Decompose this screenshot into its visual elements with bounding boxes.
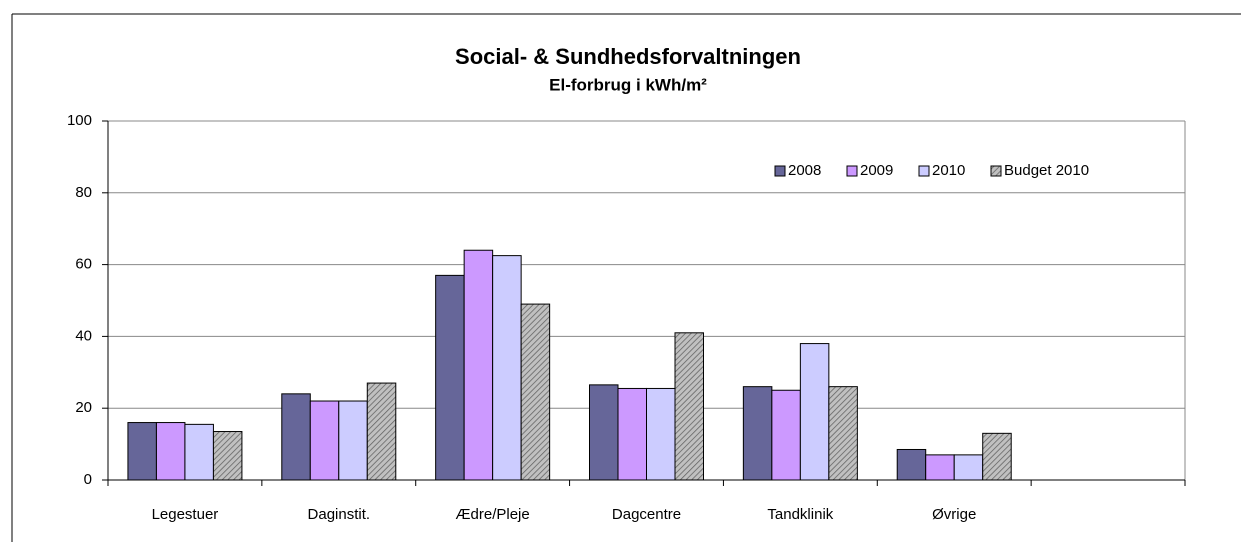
y-tick-label: 0 xyxy=(84,471,92,488)
bar xyxy=(155,422,186,481)
chart-title: Social- & Sundhedsforvaltningen xyxy=(455,44,801,69)
bar xyxy=(127,422,157,481)
bar xyxy=(617,387,647,481)
legend-label: 2008 xyxy=(788,162,821,179)
bar xyxy=(338,400,368,481)
x-tick-label: Øvrige xyxy=(932,506,976,523)
y-tick-label: 60 xyxy=(75,256,92,273)
bar xyxy=(589,384,619,481)
bar xyxy=(799,343,830,481)
x-tick-label: Ædre/Pleje xyxy=(456,506,530,523)
bar xyxy=(281,393,311,481)
bar xyxy=(896,448,927,481)
y-tick-label: 40 xyxy=(75,327,92,344)
bar xyxy=(771,389,801,481)
y-tick-label: 100 xyxy=(67,112,92,129)
bar xyxy=(184,423,214,481)
legend-swatch xyxy=(846,165,858,177)
bar xyxy=(742,386,773,481)
y-tick-label: 20 xyxy=(75,399,92,416)
x-tick-label: Dagcentre xyxy=(612,506,681,523)
bar xyxy=(520,303,551,481)
bar xyxy=(435,274,465,481)
legend-swatch xyxy=(774,165,786,177)
bar xyxy=(646,387,676,481)
bar xyxy=(492,255,522,481)
legend-label: 2010 xyxy=(932,162,965,179)
bar xyxy=(925,454,955,481)
legend-swatch xyxy=(990,165,1002,177)
bar xyxy=(366,382,397,481)
y-tick-label: 80 xyxy=(75,184,92,201)
bar xyxy=(212,431,243,481)
x-tick-label: Tandklinik xyxy=(767,506,833,523)
bar xyxy=(982,432,1012,481)
bar xyxy=(953,454,984,481)
x-tick-label: Legestuer xyxy=(152,506,219,523)
bar xyxy=(828,386,858,481)
legend-label: Budget 2010 xyxy=(1004,162,1089,179)
bar xyxy=(463,249,494,481)
x-tick-label: Daginstit. xyxy=(308,506,371,523)
legend-swatch xyxy=(918,165,930,177)
bar xyxy=(309,400,340,481)
bar xyxy=(674,332,704,481)
chart-subtitle: El-forbrug i kWh/m² xyxy=(549,75,707,94)
legend-label: 2009 xyxy=(860,162,893,179)
